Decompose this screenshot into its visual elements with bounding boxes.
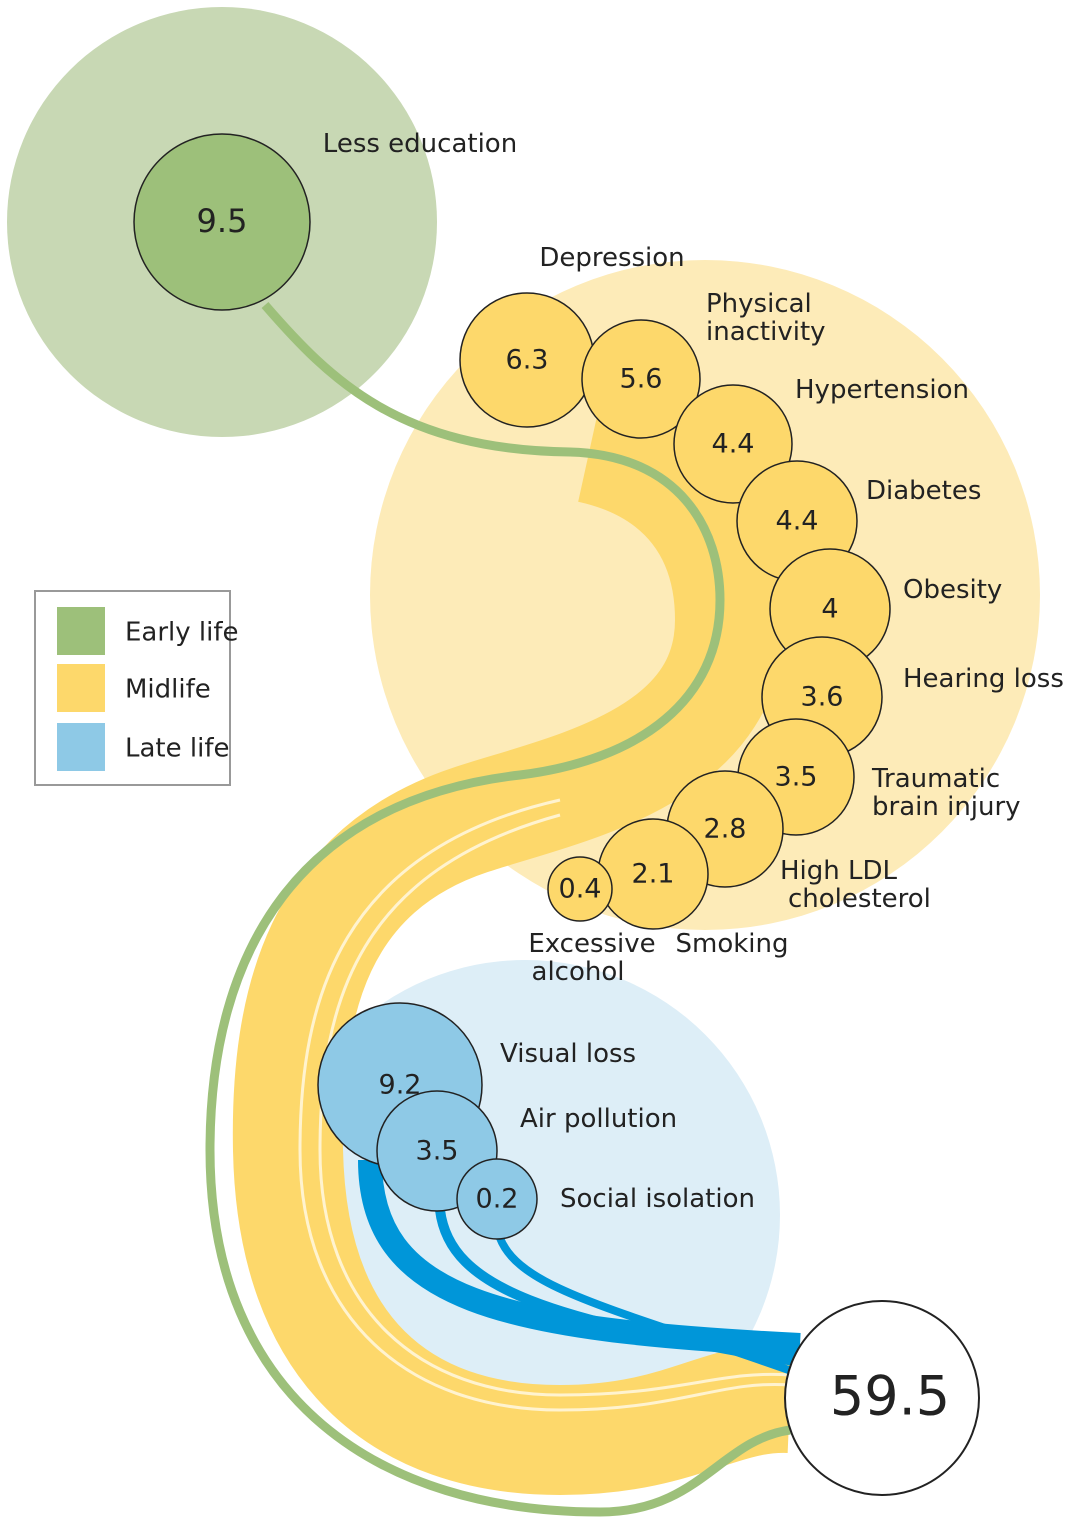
label-line: brain injury <box>872 792 1021 822</box>
risk-label: Physical inactivity <box>706 289 826 347</box>
risk-label: Diabetes <box>866 476 981 506</box>
risk-label: Obesity <box>903 575 1002 605</box>
flow-stripe <box>298 798 791 1412</box>
label-line: Air pollution <box>520 1104 677 1134</box>
label-line: alcohol <box>532 957 625 987</box>
label-line: Traumatic <box>871 764 1000 794</box>
flows <box>205 302 802 1517</box>
late-life-flow <box>496 1236 802 1378</box>
legend-label: Midlife <box>125 675 211 705</box>
risk-value: 4 <box>821 594 838 625</box>
risk-value: 4.4 <box>712 429 755 460</box>
risk-label: Smoking <box>675 929 788 959</box>
risk-label: High LDL cholesterol <box>780 856 931 914</box>
risk-label: Air pollution <box>520 1104 677 1134</box>
label-line: Excessive <box>528 929 655 959</box>
risk-bubble <box>581 319 701 439</box>
legend-label: Early life <box>125 618 239 648</box>
flow-stripe <box>318 813 791 1397</box>
risk-value: 6.3 <box>506 345 549 376</box>
label-line: Hearing loss <box>903 664 1064 694</box>
risk-value: 2.1 <box>632 859 675 890</box>
risk-value: 0.4 <box>559 874 602 905</box>
early-life-flow <box>205 302 791 1517</box>
label-line: Hypertension <box>795 375 969 405</box>
legend-swatch <box>57 607 105 655</box>
risk-bubble <box>547 856 613 922</box>
label-line: Diabetes <box>866 476 981 506</box>
risk-value: 0.2 <box>476 1184 519 1215</box>
legend-label: Late life <box>125 734 229 764</box>
legend-swatch <box>57 723 105 771</box>
label-line: Obesity <box>903 575 1002 605</box>
risk-label: Excessive alcohol <box>528 929 655 987</box>
risk-label: Less education <box>323 129 517 159</box>
risk-bubble <box>133 133 311 311</box>
risk-value: 3.6 <box>801 682 844 713</box>
risk-bubble <box>456 1158 538 1240</box>
label-line: Depression <box>539 243 684 273</box>
legend-swatch <box>57 664 105 712</box>
label-line: Smoking <box>675 929 788 959</box>
risk-value: 3.5 <box>775 762 818 793</box>
total-circle <box>784 1300 980 1496</box>
midlife-flow <box>232 394 793 1496</box>
risk-label: Visual loss <box>500 1039 636 1069</box>
risk-value: 3.5 <box>416 1136 459 1167</box>
risk-value: 9.5 <box>197 202 248 240</box>
label-line: cholesterol <box>788 884 931 914</box>
risk-label: Depression <box>539 243 684 273</box>
legend: Early life Midlife Late life <box>34 590 239 786</box>
risk-label: Hearing loss <box>903 664 1064 694</box>
label-line: inactivity <box>706 317 826 347</box>
label-line: Physical <box>706 289 812 319</box>
label-line: Visual loss <box>500 1039 636 1069</box>
total-value: 59.5 <box>830 1365 950 1428</box>
risk-value: 2.8 <box>704 814 747 845</box>
risk-value: 4.4 <box>776 506 819 537</box>
label-line: Social isolation <box>560 1184 755 1214</box>
label-line: High LDL <box>780 856 898 886</box>
risk-label: Social isolation <box>560 1184 755 1214</box>
label-line: Less education <box>323 129 517 159</box>
risk-label: Hypertension <box>795 375 969 405</box>
risk-value: 5.6 <box>620 364 663 395</box>
risk-label: Traumatic brain injury <box>871 764 1021 822</box>
nodes: 9.5 Less education 6.3 Depression 5.6 Physica… <box>133 129 1064 1240</box>
